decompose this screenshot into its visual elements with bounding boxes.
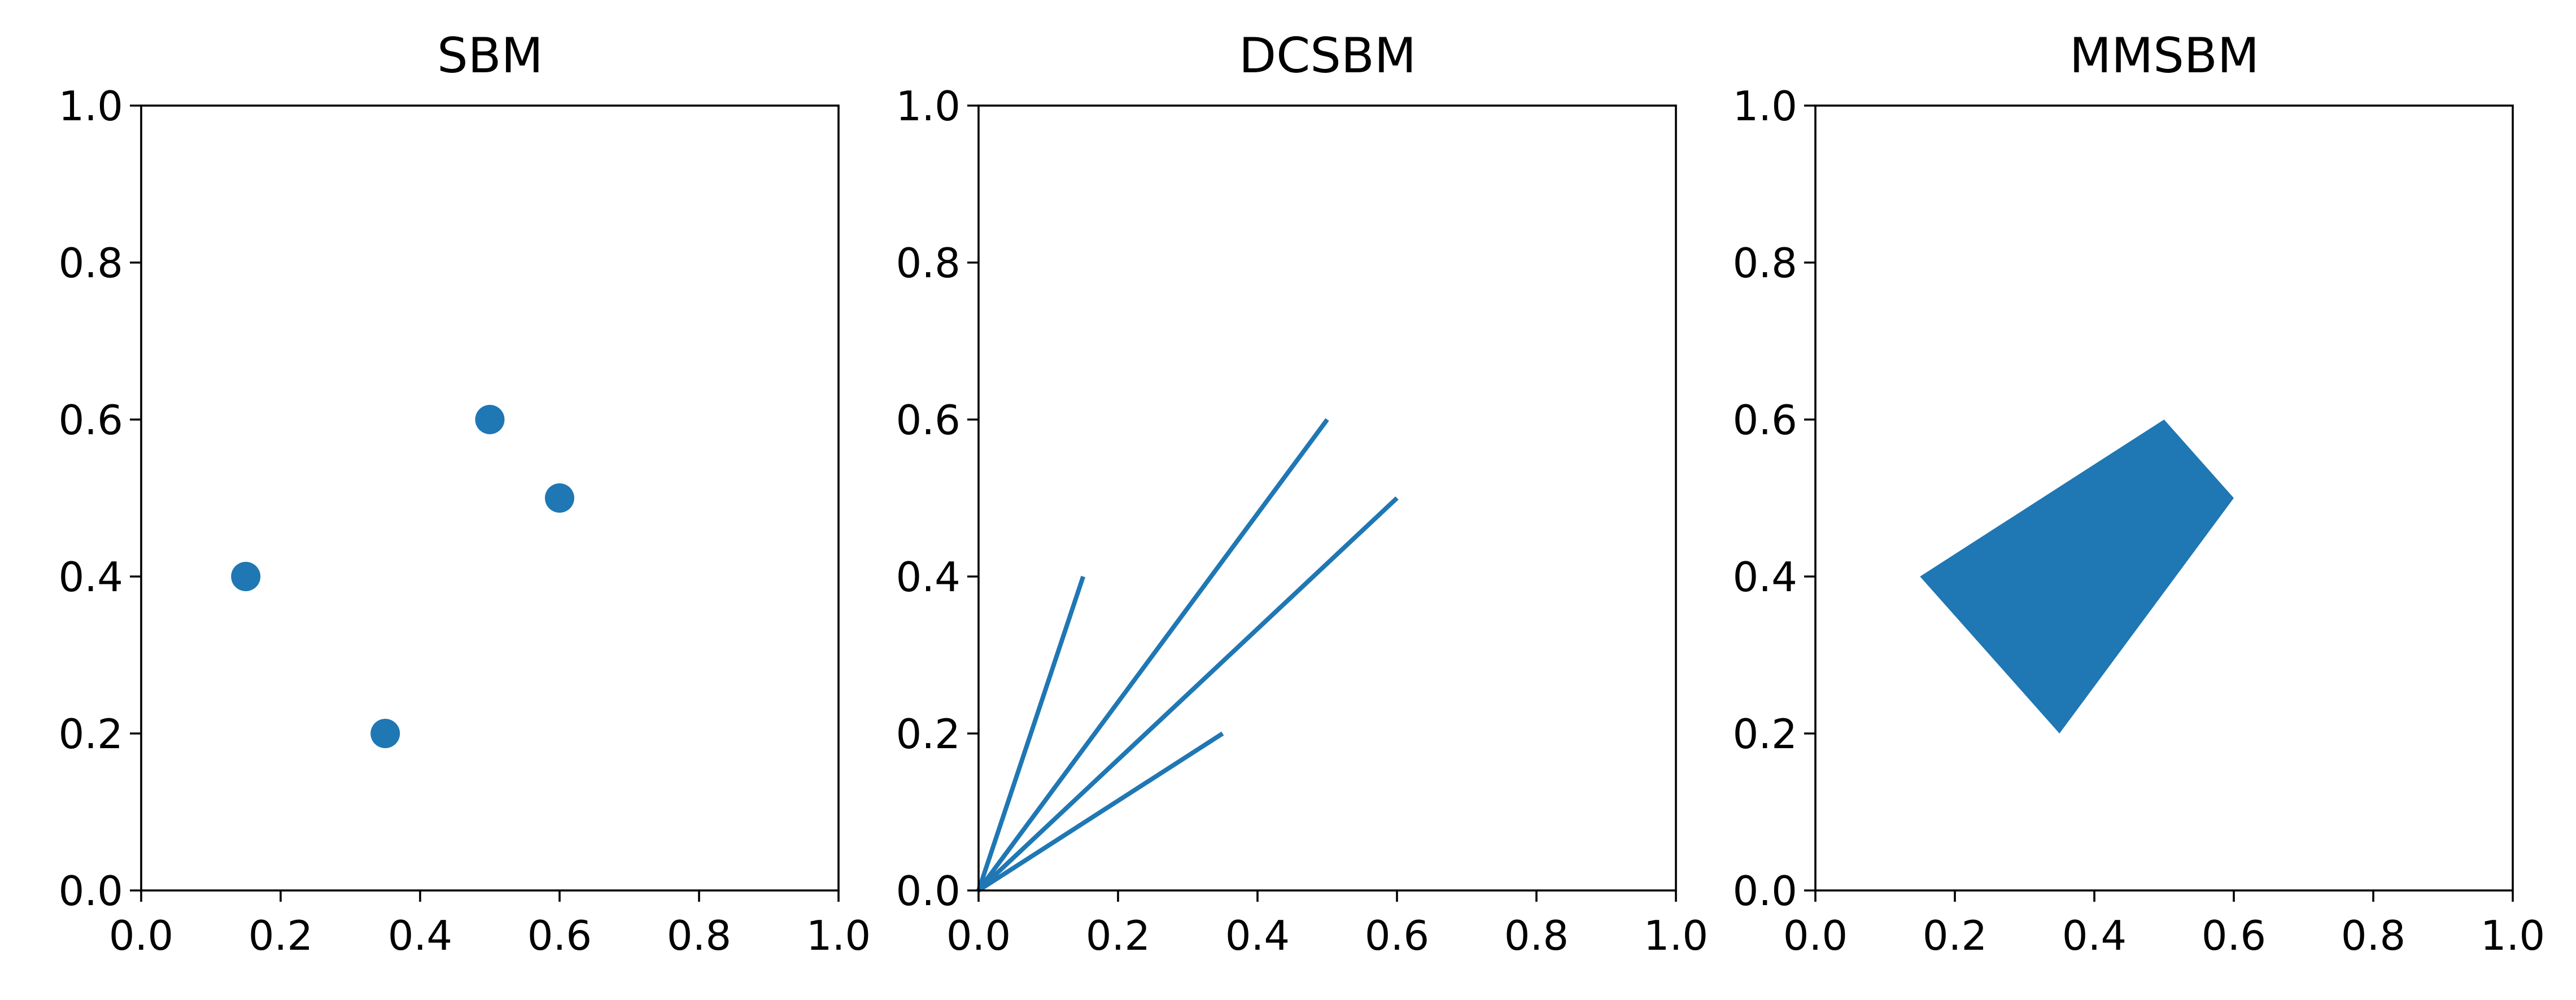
- series-line: [977, 731, 1224, 893]
- x-tick-label: 1.0: [2481, 912, 2546, 959]
- x-tick-label: 1.0: [806, 912, 871, 959]
- axes-frame: [140, 104, 840, 892]
- y-tick-label: 0.6: [1732, 396, 1797, 444]
- y-tick-label: 0.4: [896, 553, 960, 601]
- x-tick-label: 0.0: [946, 912, 1011, 959]
- panel-title: DCSBM: [1239, 28, 1416, 84]
- y-tick-label: 0.8: [58, 239, 123, 287]
- x-tick-label: 0.4: [388, 912, 453, 959]
- x-tick-label: 0.2: [1923, 912, 1988, 959]
- x-tick-label: 0.4: [2062, 912, 2127, 959]
- series-line: [977, 496, 1399, 892]
- filled-region: [1920, 420, 2234, 733]
- y-tick-label: 0.2: [58, 710, 123, 758]
- y-tick-label: 0.0: [896, 867, 960, 915]
- panel-dcsbm: DCSBM 0.0 0.2 0.4 0.6 0.8 1.0 0.0 0.2 0.4 0.6 0.8 1…: [896, 28, 1708, 959]
- plot-area: [231, 405, 574, 748]
- axes-frame: [1814, 104, 2514, 892]
- x-tick-label: 0.2: [248, 912, 313, 959]
- y-tick-label: 0.4: [58, 553, 123, 601]
- x-tick-label: 0.8: [2341, 912, 2406, 959]
- x-tick-label: 0.0: [109, 912, 174, 959]
- y-tick-label: 1.0: [58, 82, 123, 130]
- plot-area: [976, 418, 1399, 893]
- plot-area: [1920, 420, 2234, 733]
- y-tick-label: 0.8: [896, 239, 960, 287]
- y-tick-label: 0.2: [896, 710, 960, 758]
- x-tick-label: 0.6: [527, 912, 592, 959]
- x-tick-label: 0.6: [2202, 912, 2267, 959]
- y-tick-label: 0.6: [58, 396, 123, 444]
- data-point: [545, 483, 574, 513]
- panel-mmsbm: MMSBM 0.0 0.2 0.4 0.6 0.8 1.0 0.0 0.2 0.4 0.6 0.8 1…: [1732, 28, 2545, 959]
- data-point: [475, 405, 505, 434]
- axes-frame: [977, 104, 1677, 892]
- panel-title: SBM: [437, 28, 543, 84]
- data-point: [231, 562, 261, 591]
- y-tick-label: 0.2: [1732, 710, 1797, 758]
- y-tick-label: 1.0: [1732, 82, 1797, 130]
- x-tick-label: 0.8: [1504, 912, 1569, 959]
- x-tick-label: 0.4: [1225, 912, 1290, 959]
- x-tick-label: 0.8: [667, 912, 732, 959]
- series-line: [976, 575, 1086, 892]
- y-tick-label: 0.6: [896, 396, 960, 444]
- y-tick-label: 0.0: [58, 867, 123, 915]
- y-tick-label: 0.0: [1732, 867, 1797, 915]
- x-tick-label: 0.6: [1365, 912, 1430, 959]
- panel-title: MMSBM: [2069, 28, 2259, 84]
- x-tick-label: 1.0: [1644, 912, 1709, 959]
- panel-sbm: SBM 0.0 0.2 0.4 0.6 0.8 1.0 0.0 0.2 0.4 0.6 0.8 1.0: [58, 28, 871, 959]
- y-tick-label: 0.8: [1732, 239, 1797, 287]
- x-tick-label: 0.2: [1086, 912, 1151, 959]
- y-tick-label: 1.0: [896, 82, 960, 130]
- series-line: [976, 418, 1329, 892]
- y-tick-label: 0.4: [1732, 553, 1797, 601]
- data-point: [370, 719, 400, 748]
- x-tick-label: 0.0: [1783, 912, 1848, 959]
